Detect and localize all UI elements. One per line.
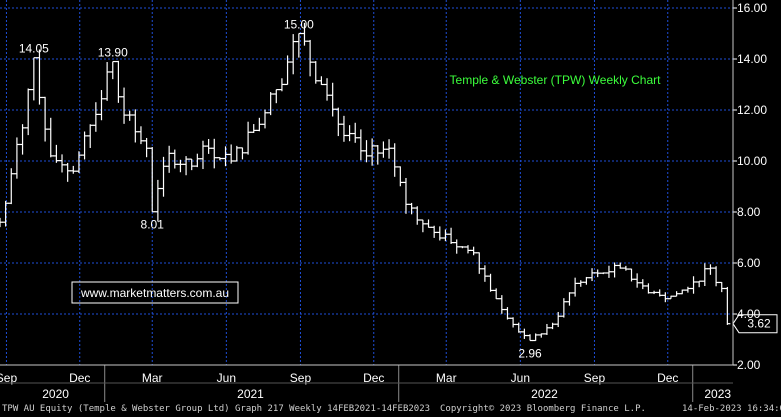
x-month-label: Sep (290, 371, 312, 385)
x-month-label: Mar (142, 371, 163, 385)
x-year-label: 2022 (531, 387, 558, 401)
footer-security-info: TPW AU Equity (Temple & Webster Group Lt… (2, 404, 431, 414)
price-chart: 14.05 13.90 8.01 15.00 2.96 Temple & Webster … (0, 0, 778, 402)
y-tick-label: 2.00 (737, 358, 761, 372)
x-year-label: 2023 (704, 387, 731, 401)
last-price-tag (732, 314, 778, 334)
y-tick-label: 10.00 (737, 154, 767, 168)
price-bars (0, 22, 731, 342)
footer: TPW AU Equity (Temple & Webster Group Lt… (0, 402, 781, 417)
price-annotation: 13.90 (98, 46, 128, 60)
x-month-label: Jun (217, 371, 236, 385)
x-month-label: Sep (0, 371, 17, 385)
watermark-box (71, 281, 239, 304)
chart-title: Temple & Webster (TPW) Weekly Chart (450, 73, 662, 87)
x-month-label: Jun (511, 371, 530, 385)
grid (0, 0, 733, 366)
x-month-label: Dec (69, 371, 90, 385)
x-month-label: Dec (657, 371, 678, 385)
y-tick-label: 8.00 (737, 205, 761, 219)
y-tick-label: 14.00 (737, 52, 767, 66)
price-annotation: 2.96 (518, 347, 542, 361)
watermark-text: www.marketmatters.com.au (80, 286, 229, 300)
y-tick-label: 12.00 (737, 103, 767, 117)
x-year-label: 2020 (42, 387, 69, 401)
x-month-label: Mar (436, 371, 457, 385)
x-month-label: Sep (584, 371, 606, 385)
x-year-label: 2021 (237, 387, 264, 401)
y-tick-label: 4.00 (737, 307, 761, 321)
axes: 2.00 4.00 6.00 8.00 10.00 12.00 14.00 16.00 Sep D… (0, 0, 767, 402)
plot-area (0, 0, 733, 365)
footer-copyright: Copyright© 2023 Bloomberg Finance L.P. (440, 404, 646, 414)
annotations: 14.05 13.90 8.01 15.00 2.96 Temple & Webster … (19, 18, 778, 361)
last-price-label: 3.62 (747, 317, 771, 331)
x-month-label: Dec (363, 371, 384, 385)
y-tick-label: 16.00 (737, 1, 767, 15)
price-annotation: 15.00 (284, 18, 314, 32)
price-annotation: 8.01 (141, 218, 165, 232)
y-tick-label: 6.00 (737, 256, 761, 270)
price-annotation: 14.05 (19, 42, 49, 56)
footer-timestamp: 14-Feb-2023 16:34:08 (682, 404, 781, 414)
